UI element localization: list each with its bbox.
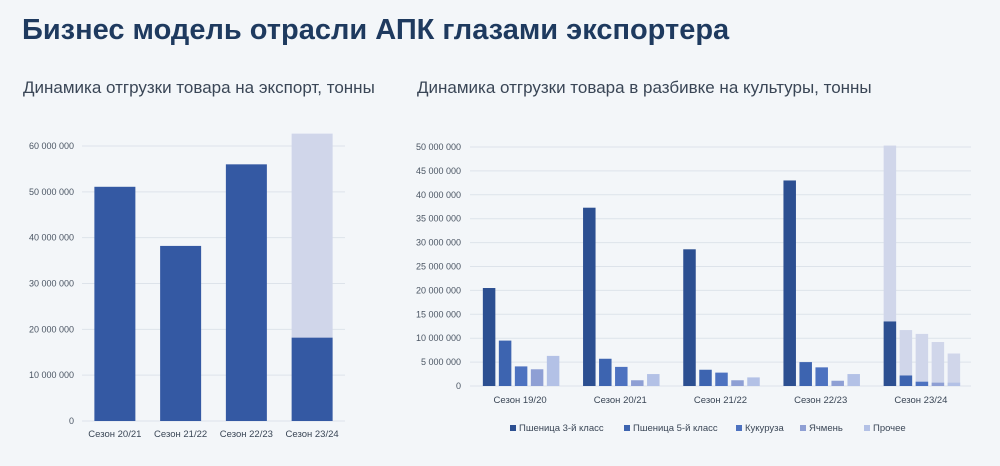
- y-tick-label: 0: [456, 381, 461, 391]
- bar: [883, 321, 897, 386]
- bar: [931, 382, 945, 386]
- y-tick-label: 30 000 000: [29, 279, 74, 289]
- bar: [291, 337, 333, 421]
- y-tick-label: 20 000 000: [416, 285, 461, 295]
- bar: [899, 375, 913, 386]
- y-tick-label: 15 000 000: [416, 309, 461, 319]
- overlay-bar: [947, 353, 961, 386]
- legend-item: Пшеница 3-й класс: [519, 423, 604, 434]
- bar: [482, 288, 496, 386]
- x-tick-label: Сезон 19/20: [494, 395, 547, 406]
- bar: [815, 367, 828, 386]
- y-tick-label: 10 000 000: [416, 333, 461, 343]
- y-tick-label: 25 000 000: [416, 262, 461, 272]
- bar: [291, 133, 333, 338]
- y-tick-label: 35 000 000: [416, 214, 461, 224]
- overlay-bar: [931, 342, 945, 386]
- x-tick-label: Сезон 21/22: [154, 429, 207, 440]
- bar: [783, 180, 796, 386]
- x-tick-label: Сезон 20/21: [88, 429, 141, 440]
- y-tick-label: 10 000 000: [29, 370, 74, 380]
- y-tick-label: 40 000 000: [416, 190, 461, 200]
- y-tick-label: 5 000 000: [421, 357, 461, 367]
- bar: [530, 369, 544, 386]
- y-tick-label: 50 000 000: [416, 142, 461, 152]
- legend-item: Кукуруза: [745, 423, 784, 434]
- bar: [915, 381, 929, 386]
- bar: [647, 374, 660, 386]
- bar: [514, 366, 528, 386]
- overlay-bar: [899, 330, 913, 386]
- x-tick-label: Сезон 20/21: [594, 395, 647, 406]
- legend-item: Пшеница 5-й класс: [633, 423, 718, 434]
- left-chart-title: Динамика отгрузки товара на экспорт, тон…: [23, 78, 375, 97]
- bar: [583, 207, 596, 386]
- y-tick-label: 40 000 000: [29, 233, 74, 243]
- bar: [498, 340, 512, 386]
- overlay-bar: [915, 333, 929, 386]
- y-tick-label: 30 000 000: [416, 238, 461, 248]
- bar: [160, 245, 202, 421]
- bar: [631, 380, 644, 386]
- bar: [731, 380, 744, 386]
- legend-swatch: [510, 425, 516, 431]
- legend-swatch: [624, 425, 630, 431]
- legend-item: Прочее: [873, 423, 906, 434]
- y-tick-label: 0: [69, 416, 74, 426]
- right-chart-title: Динамика отгрузки товара в разбивке на к…: [417, 78, 872, 97]
- bar: [715, 372, 728, 386]
- bar: [615, 366, 628, 386]
- y-tick-label: 20 000 000: [29, 324, 74, 334]
- y-tick-label: 50 000 000: [29, 187, 74, 197]
- x-tick-label: Сезон 22/23: [794, 395, 847, 406]
- legend-item: Ячмень: [809, 423, 843, 434]
- bar: [847, 374, 860, 386]
- bar: [683, 249, 696, 386]
- page-title: Бизнес модель отрасли АПК глазами экспор…: [22, 14, 730, 46]
- x-tick-label: Сезон 23/24: [286, 429, 339, 440]
- y-tick-label: 60 000 000: [29, 141, 74, 151]
- bar: [699, 369, 712, 386]
- bar: [947, 382, 961, 386]
- legend-swatch: [864, 425, 870, 431]
- x-tick-label: Сезон 23/24: [894, 395, 947, 406]
- bar: [799, 362, 812, 386]
- bar: [225, 164, 267, 422]
- legend-swatch: [800, 425, 806, 431]
- bar: [831, 380, 844, 386]
- x-tick-label: Сезон 21/22: [694, 395, 747, 406]
- bar: [546, 355, 560, 386]
- bar: [599, 358, 612, 386]
- y-tick-label: 45 000 000: [416, 166, 461, 176]
- bar: [94, 186, 136, 421]
- x-tick-label: Сезон 22/23: [220, 429, 273, 440]
- bar: [747, 377, 760, 386]
- legend-swatch: [736, 425, 742, 431]
